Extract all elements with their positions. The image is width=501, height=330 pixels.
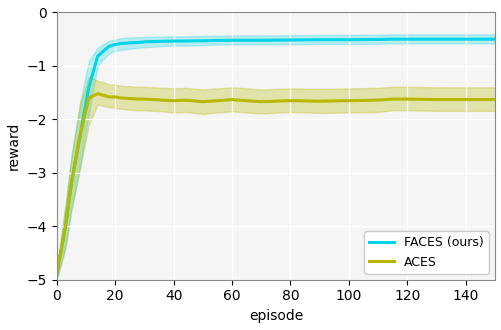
FACES (ours) [433, 37, 439, 41]
ACES [106, 95, 112, 99]
ACES [287, 99, 293, 103]
FACES (ours) [100, 49, 106, 53]
FACES (ours) [141, 40, 147, 44]
ACES [112, 95, 118, 99]
ACES [127, 97, 133, 101]
ACES [54, 273, 60, 277]
ACES [135, 97, 141, 101]
ACES [214, 99, 220, 103]
ACES [68, 182, 74, 185]
ACES [374, 98, 380, 102]
ACES [94, 92, 100, 96]
Line: FACES (ours): FACES (ours) [57, 39, 494, 275]
FACES (ours) [118, 42, 124, 46]
FACES (ours) [112, 43, 118, 47]
ACES [57, 256, 63, 260]
Line: ACES: ACES [57, 94, 494, 275]
FACES (ours) [182, 39, 188, 43]
ACES [77, 133, 83, 137]
ACES [199, 100, 205, 104]
FACES (ours) [77, 133, 83, 137]
FACES (ours) [287, 38, 293, 42]
ACES [228, 98, 234, 102]
FACES (ours) [57, 256, 63, 260]
FACES (ours) [214, 39, 220, 43]
ACES [433, 98, 439, 102]
FACES (ours) [62, 224, 68, 228]
FACES (ours) [199, 39, 205, 43]
ACES [150, 98, 156, 102]
ACES [182, 98, 188, 102]
FACES (ours) [54, 273, 60, 277]
FACES (ours) [258, 38, 264, 42]
ACES [345, 99, 351, 103]
FACES (ours) [106, 44, 112, 48]
FACES (ours) [345, 38, 351, 42]
FACES (ours) [86, 85, 92, 89]
FACES (ours) [170, 39, 176, 43]
FACES (ours) [159, 39, 165, 43]
FACES (ours) [228, 38, 234, 42]
ACES [258, 100, 264, 104]
ACES [118, 96, 124, 100]
ACES [86, 96, 92, 100]
FACES (ours) [68, 182, 74, 185]
FACES (ours) [150, 40, 156, 44]
ACES [159, 98, 165, 102]
ACES [62, 224, 68, 228]
ACES [100, 93, 106, 97]
ACES [170, 99, 176, 103]
X-axis label: episode: episode [248, 309, 303, 323]
ACES [141, 97, 147, 101]
FACES (ours) [491, 37, 497, 41]
ACES [316, 99, 322, 103]
ACES [491, 98, 497, 102]
FACES (ours) [404, 37, 410, 41]
FACES (ours) [135, 40, 141, 44]
Y-axis label: reward: reward [7, 122, 21, 170]
FACES (ours) [389, 37, 395, 41]
FACES (ours) [374, 38, 380, 42]
FACES (ours) [316, 38, 322, 42]
FACES (ours) [94, 54, 100, 58]
ACES [404, 97, 410, 101]
FACES (ours) [127, 41, 133, 45]
ACES [389, 97, 395, 101]
Legend: FACES (ours), ACES: FACES (ours), ACES [363, 231, 488, 274]
